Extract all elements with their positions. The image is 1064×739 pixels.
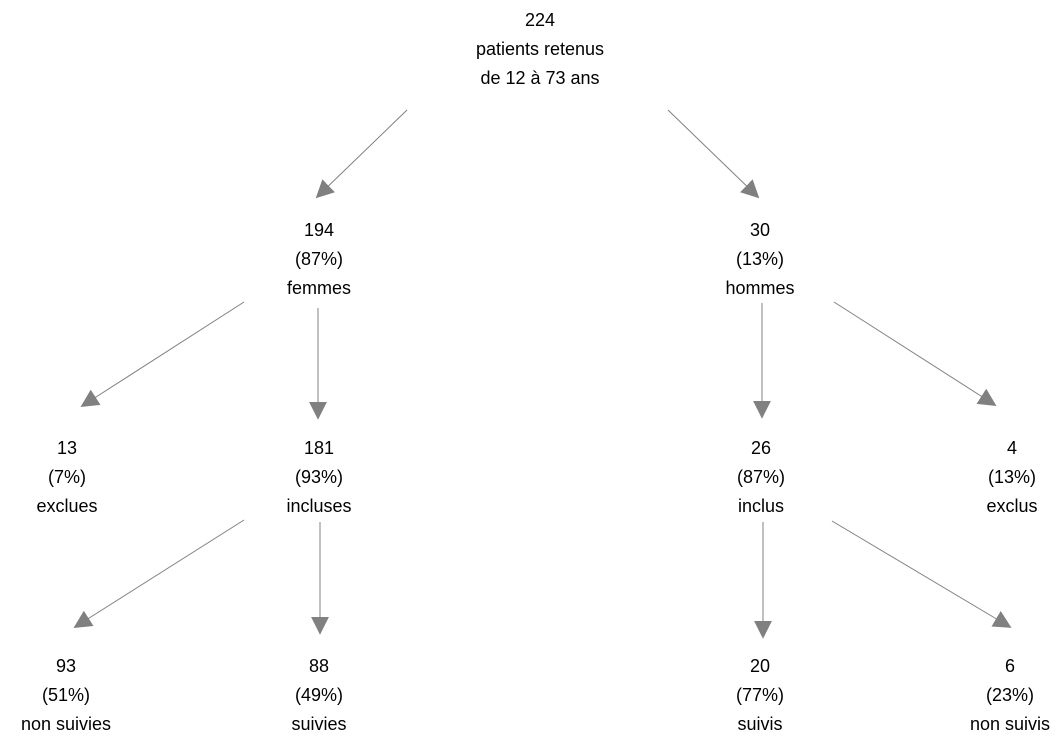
node-femmes: 194 (87%) femmes xyxy=(287,216,351,303)
femmes-label: femmes xyxy=(286,278,352,298)
hommes-count: 30 xyxy=(749,220,771,240)
arrow-incluses-to-non-suivies xyxy=(73,519,245,628)
exclus-count: 4 xyxy=(1006,438,1017,458)
exclues-label: exclues xyxy=(36,496,98,516)
non-suivies-label: non suivies xyxy=(20,714,112,734)
root-label: patients retenus xyxy=(475,39,605,59)
node-exclus: 4 (13%) exclus xyxy=(986,434,1037,521)
arrow-root-to-hommes xyxy=(667,109,760,199)
inclus-percent: (87%) xyxy=(736,467,786,487)
non-suivis-percent: (23%) xyxy=(985,685,1035,705)
arrow-femmes-to-exclues xyxy=(80,301,245,407)
node-hommes: 30 (13%) hommes xyxy=(725,216,794,303)
exclues-count: 13 xyxy=(56,438,78,458)
incluses-label: incluses xyxy=(286,496,352,516)
suivis-count: 20 xyxy=(749,656,771,676)
root-count: 224 xyxy=(524,10,556,30)
hommes-percent: (13%) xyxy=(735,249,784,269)
node-root: 224 patients retenus de 12 à 73 ans xyxy=(476,6,604,93)
arrow-inclus-to-non-suivis xyxy=(831,520,1012,628)
node-non-suivis: 6 (23%) non suivis xyxy=(970,652,1050,739)
suivies-label: suivies xyxy=(291,714,347,734)
hommes-label: hommes xyxy=(725,278,795,298)
suivis-label: suivis xyxy=(737,714,783,734)
arrow-root-to-femmes xyxy=(315,109,408,199)
inclus-count: 26 xyxy=(750,438,772,458)
non-suivis-label: non suivis xyxy=(969,714,1051,734)
arrow-hommes-to-exclus xyxy=(833,301,997,406)
root-age-range: de 12 à 73 ans xyxy=(480,68,600,88)
femmes-count: 194 xyxy=(303,220,335,240)
non-suivis-count: 6 xyxy=(1004,656,1016,676)
exclues-percent: (7%) xyxy=(47,467,86,487)
suivis-percent: (77%) xyxy=(735,685,785,705)
exclus-label: exclus xyxy=(986,496,1038,516)
incluses-percent: (93%) xyxy=(294,467,343,487)
node-non-suivies: 93 (51%) non suivies xyxy=(21,652,111,739)
non-suivies-percent: (51%) xyxy=(41,685,90,705)
exclus-percent: (13%) xyxy=(987,467,1036,487)
femmes-percent: (87%) xyxy=(294,249,344,269)
node-exclues: 13 (7%) exclues xyxy=(36,434,97,521)
node-incluses: 181 (93%) incluses xyxy=(286,434,351,521)
suivies-percent: (49%) xyxy=(294,685,343,705)
inclus-label: inclus xyxy=(737,496,785,516)
node-inclus: 26 (87%) inclus xyxy=(737,434,785,521)
incluses-count: 181 xyxy=(303,438,335,458)
node-suivies: 88 (49%) suivies xyxy=(291,652,346,739)
node-suivis: 20 (77%) suivis xyxy=(736,652,784,739)
suivies-count: 88 xyxy=(308,656,330,676)
non-suivies-count: 93 xyxy=(55,656,77,676)
